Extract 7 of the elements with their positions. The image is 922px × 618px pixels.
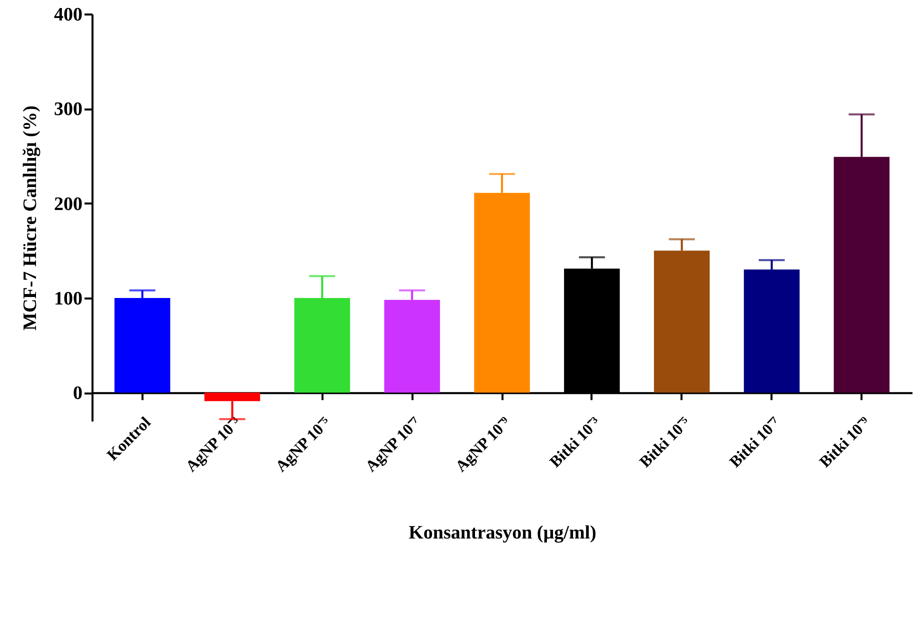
y-tick-label: 200 [54,194,82,215]
y-tick-label: 400 [54,4,82,26]
y-tick-label: 300 [54,99,82,120]
y-tick-label: 0 [73,383,82,404]
x-axis-title: Konsantrasyon (µg/ml) [408,522,596,544]
y-tick-label: 100 [54,288,82,310]
y-axis-title: MCF-7 Hücre Canlılığı (%) [20,106,41,330]
